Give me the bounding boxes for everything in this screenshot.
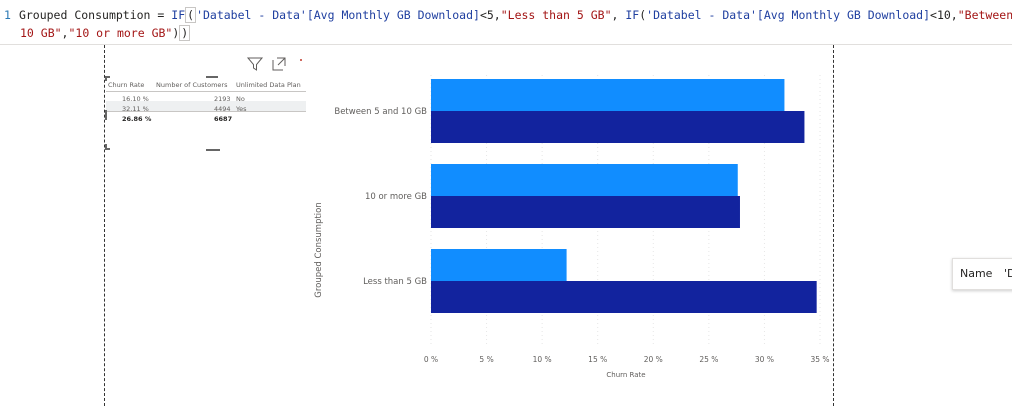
formula-token: "Between 5 and xyxy=(957,8,1012,22)
formula-token: ) xyxy=(172,26,180,40)
formula-line-2[interactable]: 10 GB","10 or more GB")) xyxy=(4,25,191,41)
formula-bar[interactable]: 1 Grouped Consumption = IF('Databel - Dat… xyxy=(0,0,1012,45)
bar[interactable] xyxy=(431,281,817,313)
category-label: 10 or more GB xyxy=(365,192,427,202)
x-axis-title: Churn Rate xyxy=(606,371,645,379)
formula-token: ) xyxy=(179,25,191,41)
x-tick-label: 15 % xyxy=(588,355,607,364)
bar[interactable] xyxy=(431,249,567,281)
resize-handle[interactable] xyxy=(105,110,107,120)
formula-token: <5, xyxy=(479,8,501,22)
table-row-band-2 xyxy=(106,101,306,111)
formula-token: "Less than 5 GB" xyxy=(500,8,612,22)
bar[interactable] xyxy=(431,196,740,228)
formula-token: <10, xyxy=(930,8,958,22)
formula-token: ( xyxy=(639,8,647,22)
resize-handle[interactable] xyxy=(206,149,220,151)
focus-mode-icon[interactable] xyxy=(270,55,288,73)
formula-token: IF xyxy=(171,8,186,22)
filter-icon[interactable] xyxy=(246,55,264,73)
formula-token: , xyxy=(611,8,626,22)
table-cell: 16.10 % xyxy=(122,95,149,103)
formula-token: 10 GB" xyxy=(20,26,62,40)
x-tick-label: 20 % xyxy=(644,355,663,364)
bar[interactable] xyxy=(431,111,805,143)
formula-token: , xyxy=(61,26,69,40)
table-cell: No xyxy=(236,95,245,103)
field-tooltip: Name 'D xyxy=(952,258,1012,290)
table-cell: 4494 xyxy=(214,105,231,113)
table-cell: 32.11 % xyxy=(122,105,149,113)
table-row-band-1 xyxy=(106,91,306,101)
formula-token: "10 or more GB" xyxy=(68,26,173,40)
table-cell: Yes xyxy=(236,105,247,113)
table-cell: 2193 xyxy=(214,95,231,103)
formula-token: ( xyxy=(185,7,197,23)
x-tick-label: 25 % xyxy=(699,355,718,364)
column-header-number-of-customers[interactable]: Number of Customers xyxy=(156,81,228,89)
column-header-churn-rate[interactable]: Churn Rate xyxy=(108,81,145,89)
canvas-edge-left xyxy=(104,45,105,406)
column-header-unlimited-data-plan[interactable]: Unlimited Data Plan xyxy=(236,81,301,89)
formula-token: 'Databel - Data'[Avg Monthly GB Download… xyxy=(196,8,480,22)
bar[interactable] xyxy=(431,79,785,111)
resize-handle[interactable] xyxy=(206,76,218,78)
resize-handle[interactable] xyxy=(105,148,110,150)
table-total-cell: 26.86 % xyxy=(122,115,152,123)
y-axis-title: Grouped Consumption xyxy=(314,202,324,298)
formula-line-1[interactable]: 1 Grouped Consumption = IF('Databel - Dat… xyxy=(4,7,1012,23)
table-visual[interactable]: Churn Rate Number of Customers Unlimited… xyxy=(106,77,306,151)
x-tick-label: 30 % xyxy=(755,355,774,364)
x-tick-label: 5 % xyxy=(479,355,493,364)
tooltip-label: Name xyxy=(960,267,993,280)
x-tick-label: 35 % xyxy=(810,355,829,364)
table-total-cell: 6687 xyxy=(214,115,233,123)
bar[interactable] xyxy=(431,164,738,196)
category-label: Less than 5 GB xyxy=(363,277,427,287)
resize-handle[interactable] xyxy=(105,76,110,78)
visual-header-toolbar xyxy=(246,55,310,75)
more-options-icon[interactable] xyxy=(294,55,308,73)
x-tick-label: 0 % xyxy=(424,355,438,364)
formula-token: IF xyxy=(625,8,640,22)
tooltip-value: 'D xyxy=(1004,267,1012,280)
category-label: Between 5 and 10 GB xyxy=(334,107,427,117)
total-divider xyxy=(106,111,306,112)
x-tick-label: 10 % xyxy=(533,355,552,364)
bar-chart[interactable]: Grouped Consumption Churn Rate Between 5… xyxy=(300,50,840,390)
canvas-edge-right xyxy=(833,45,834,406)
formula-token: 'Databel - Data'[Avg Monthly GB Download… xyxy=(646,8,931,22)
resize-handle[interactable] xyxy=(105,76,107,81)
header-divider xyxy=(106,91,306,92)
resize-handle[interactable] xyxy=(105,144,107,150)
line-number: 1 xyxy=(4,8,11,22)
formula-token: Grouped Consumption = xyxy=(18,8,172,22)
